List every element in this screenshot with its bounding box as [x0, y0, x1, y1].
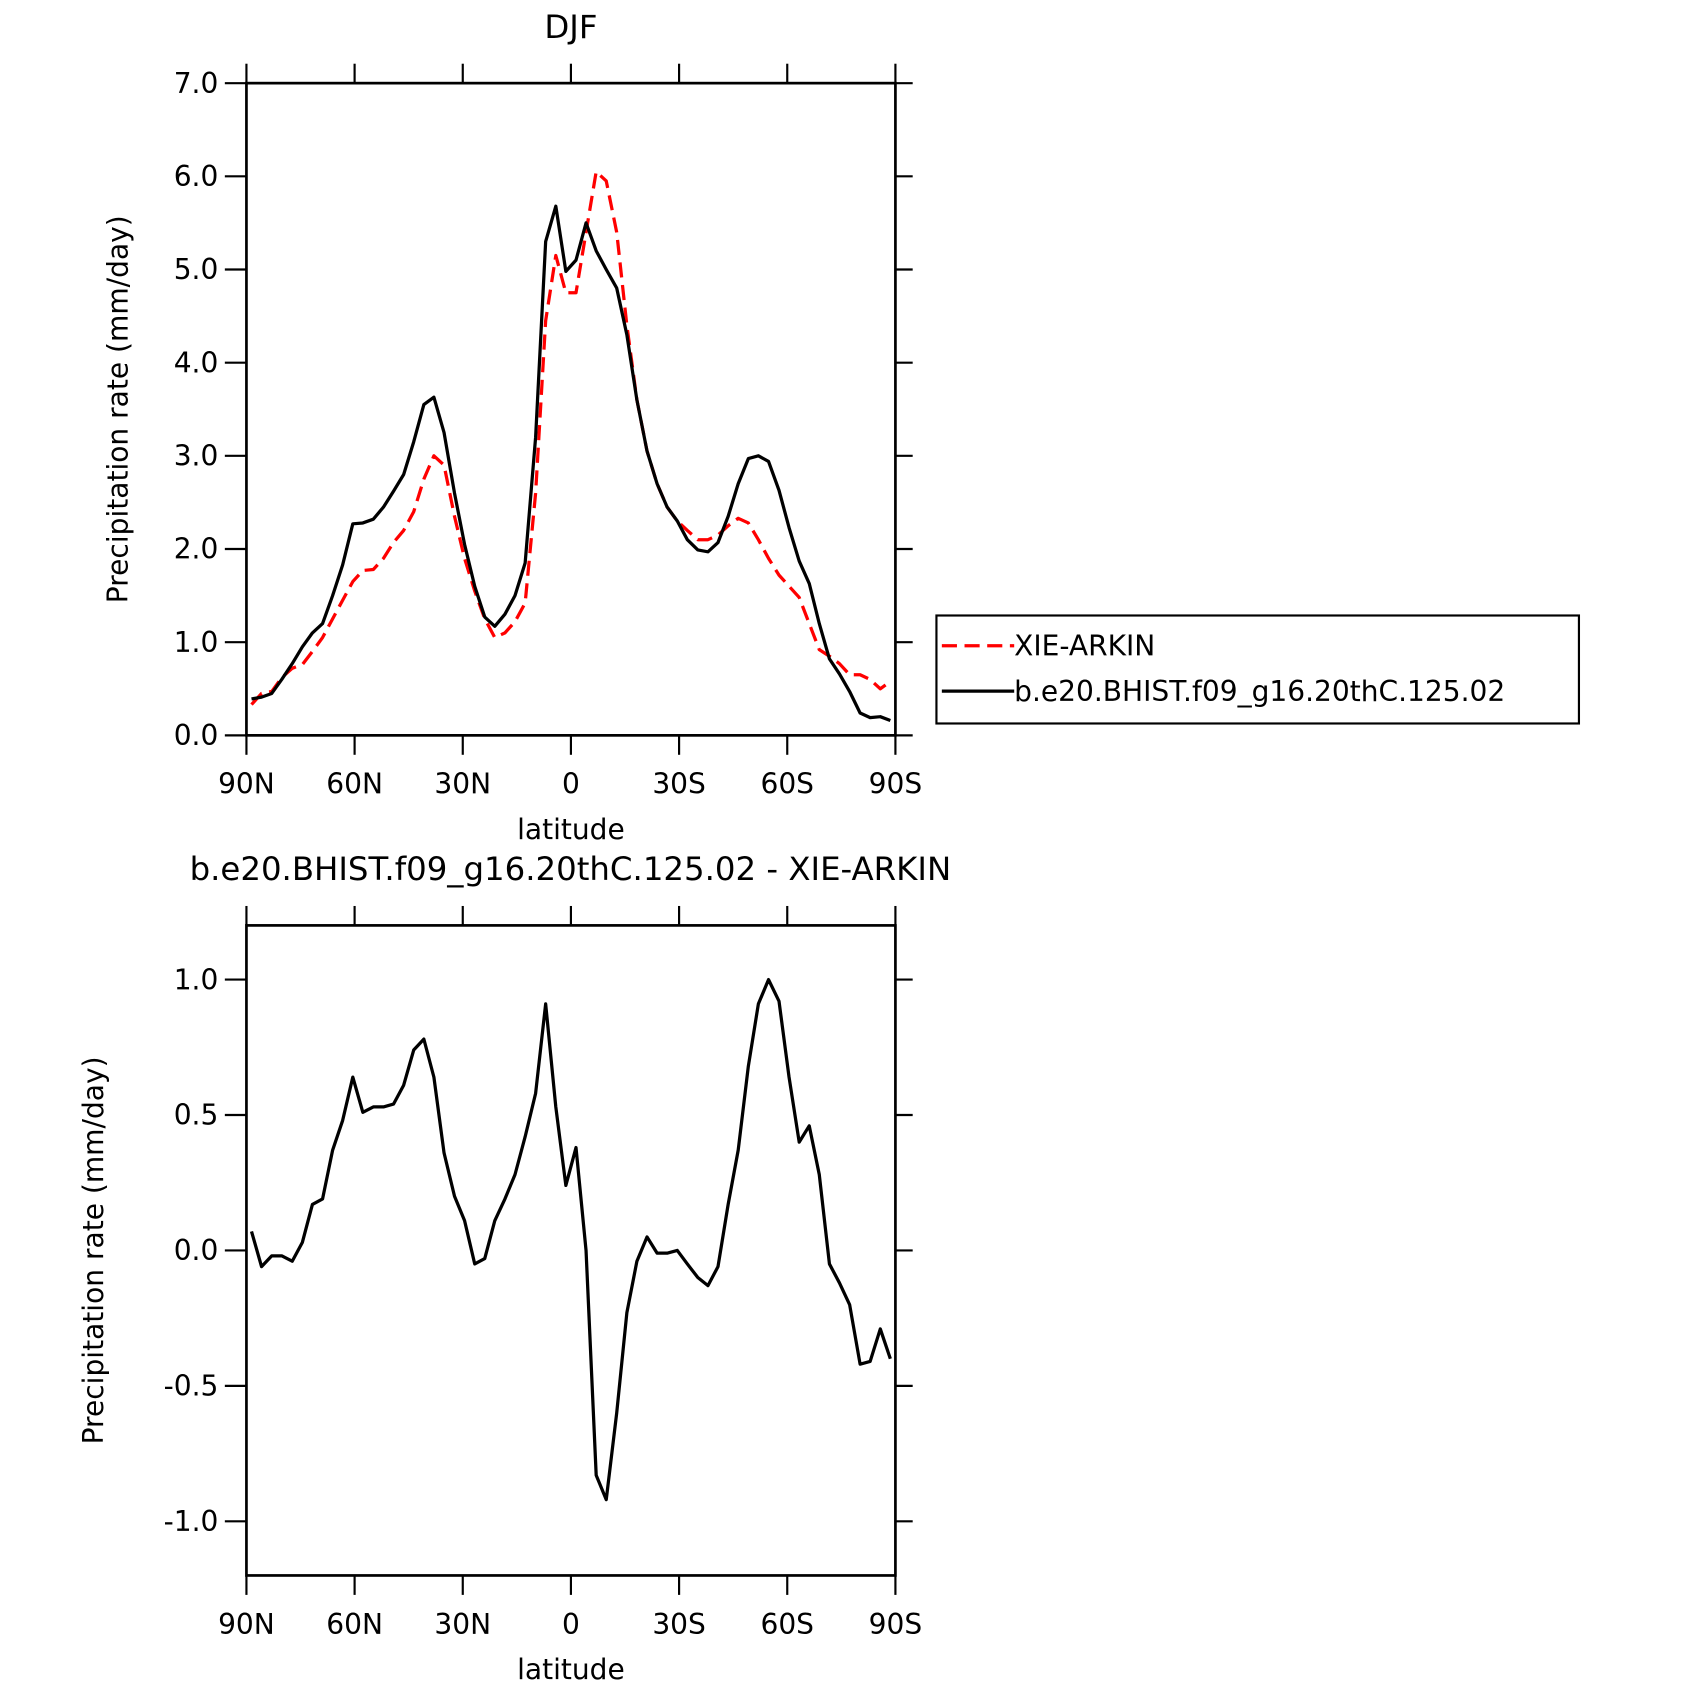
x-axis-label: latitude — [517, 813, 625, 846]
x-tick-label: 60S — [760, 768, 814, 801]
x-tick-label: 90N — [218, 768, 275, 801]
y-tick-label: 4.0 — [174, 346, 219, 379]
x-tick-label: 60N — [326, 768, 383, 801]
legend-box — [935, 614, 1581, 725]
y-tick-label: 0.0 — [174, 719, 219, 752]
chart-title: b.e20.BHIST.f09_g16.20thC.125.02 - XIE-A… — [190, 850, 952, 888]
y-tick-label: 1.0 — [174, 963, 219, 996]
y-tick-label: 0.0 — [174, 1234, 219, 1267]
x-tick-label: 30S — [652, 1608, 706, 1641]
chart-title: DJF — [544, 8, 597, 46]
data-line — [249, 977, 892, 1502]
y-tick-label: 7.0 — [174, 67, 219, 100]
data-line — [250, 170, 892, 706]
x-tick-label: 60N — [326, 1608, 383, 1641]
y-tick-label: 2.0 — [174, 533, 219, 566]
x-tick-label: 30N — [434, 1608, 491, 1641]
x-tick-label: 90N — [218, 1608, 275, 1641]
x-tick-label: 30N — [434, 768, 491, 801]
data-line — [251, 204, 891, 722]
x-axis-label: latitude — [517, 1653, 625, 1686]
plot-frame — [245, 81, 897, 737]
y-axis-label: Precipitation rate (mm/day) — [77, 1056, 110, 1444]
y-tick-label: 1.0 — [174, 626, 219, 659]
y-axis-label: Precipitation rate (mm/day) — [102, 215, 135, 603]
y-tick-label: 0.5 — [174, 1099, 219, 1132]
y-tick-label: 6.0 — [174, 160, 219, 193]
y-tick-label: 3.0 — [174, 440, 219, 473]
x-tick-label: 0 — [562, 768, 580, 801]
y-tick-label: -1.0 — [164, 1505, 219, 1538]
y-tick-label: -0.5 — [164, 1370, 219, 1403]
legend-label: XIE-ARKIN — [1014, 629, 1155, 662]
y-tick-label: 5.0 — [174, 253, 219, 286]
plot-frame — [245, 924, 897, 1577]
x-tick-label: 0 — [562, 1608, 580, 1641]
legend-label: b.e20.BHIST.f09_g16.20thC.125.02 — [1014, 675, 1505, 708]
x-tick-label: 60S — [760, 1608, 814, 1641]
x-tick-label: 90S — [869, 1608, 923, 1641]
x-tick-label: 90S — [869, 768, 923, 801]
x-tick-label: 30S — [652, 768, 706, 801]
